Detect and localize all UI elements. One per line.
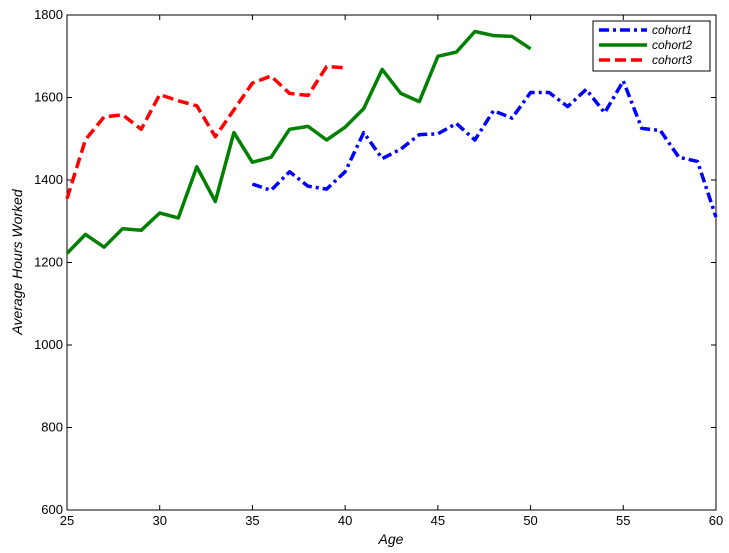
- series-layer: [65, 29, 718, 255]
- x-tick-label: 30: [152, 513, 166, 528]
- y-tick-label: 1400: [34, 172, 63, 187]
- y-tick-label: 1000: [34, 337, 63, 352]
- series-line-cohort1: [251, 79, 718, 218]
- y-tick-label: 800: [41, 420, 63, 435]
- y-tick-label: 1800: [34, 7, 63, 22]
- series-line-cohort2: [65, 29, 532, 255]
- legend-label-cohort1: cohort1: [652, 23, 692, 37]
- x-tick-label: 60: [709, 513, 723, 528]
- series-line-cohort3: [65, 64, 346, 200]
- x-axis-label: Age: [378, 531, 404, 547]
- legend-box: [592, 20, 711, 72]
- legend-label-cohort3: cohort3: [652, 53, 692, 67]
- y-tick-label: 1200: [34, 255, 63, 270]
- x-tick-label: 55: [616, 513, 630, 528]
- x-tick-label: 50: [523, 513, 537, 528]
- axis-ticks: 25 30 35 40 45 50 55 60 600 800 1000 1200 1400 1600 18…: [34, 7, 723, 528]
- legend-label-cohort2: cohort2: [652, 38, 692, 52]
- plot-area: [66, 14, 717, 511]
- y-tick-label: 1600: [34, 90, 63, 105]
- x-tick-label: 40: [338, 513, 352, 528]
- x-tick-label: 35: [245, 513, 259, 528]
- y-tick-label: 600: [41, 502, 63, 517]
- x-tick-label: 45: [431, 513, 445, 528]
- y-axis-label: Average Hours Worked: [9, 188, 25, 335]
- x-tick-label: 25: [60, 513, 74, 528]
